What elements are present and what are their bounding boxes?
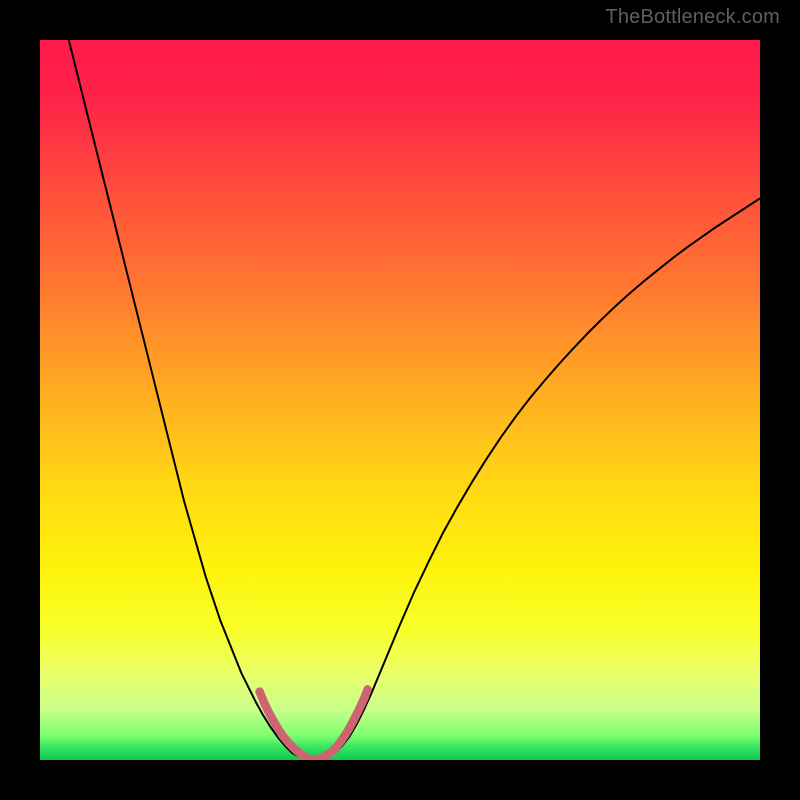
chart-plot-area [40,40,760,760]
chart-svg [40,40,760,760]
chart-background [40,40,760,760]
watermark-text: TheBottleneck.com [605,6,780,29]
